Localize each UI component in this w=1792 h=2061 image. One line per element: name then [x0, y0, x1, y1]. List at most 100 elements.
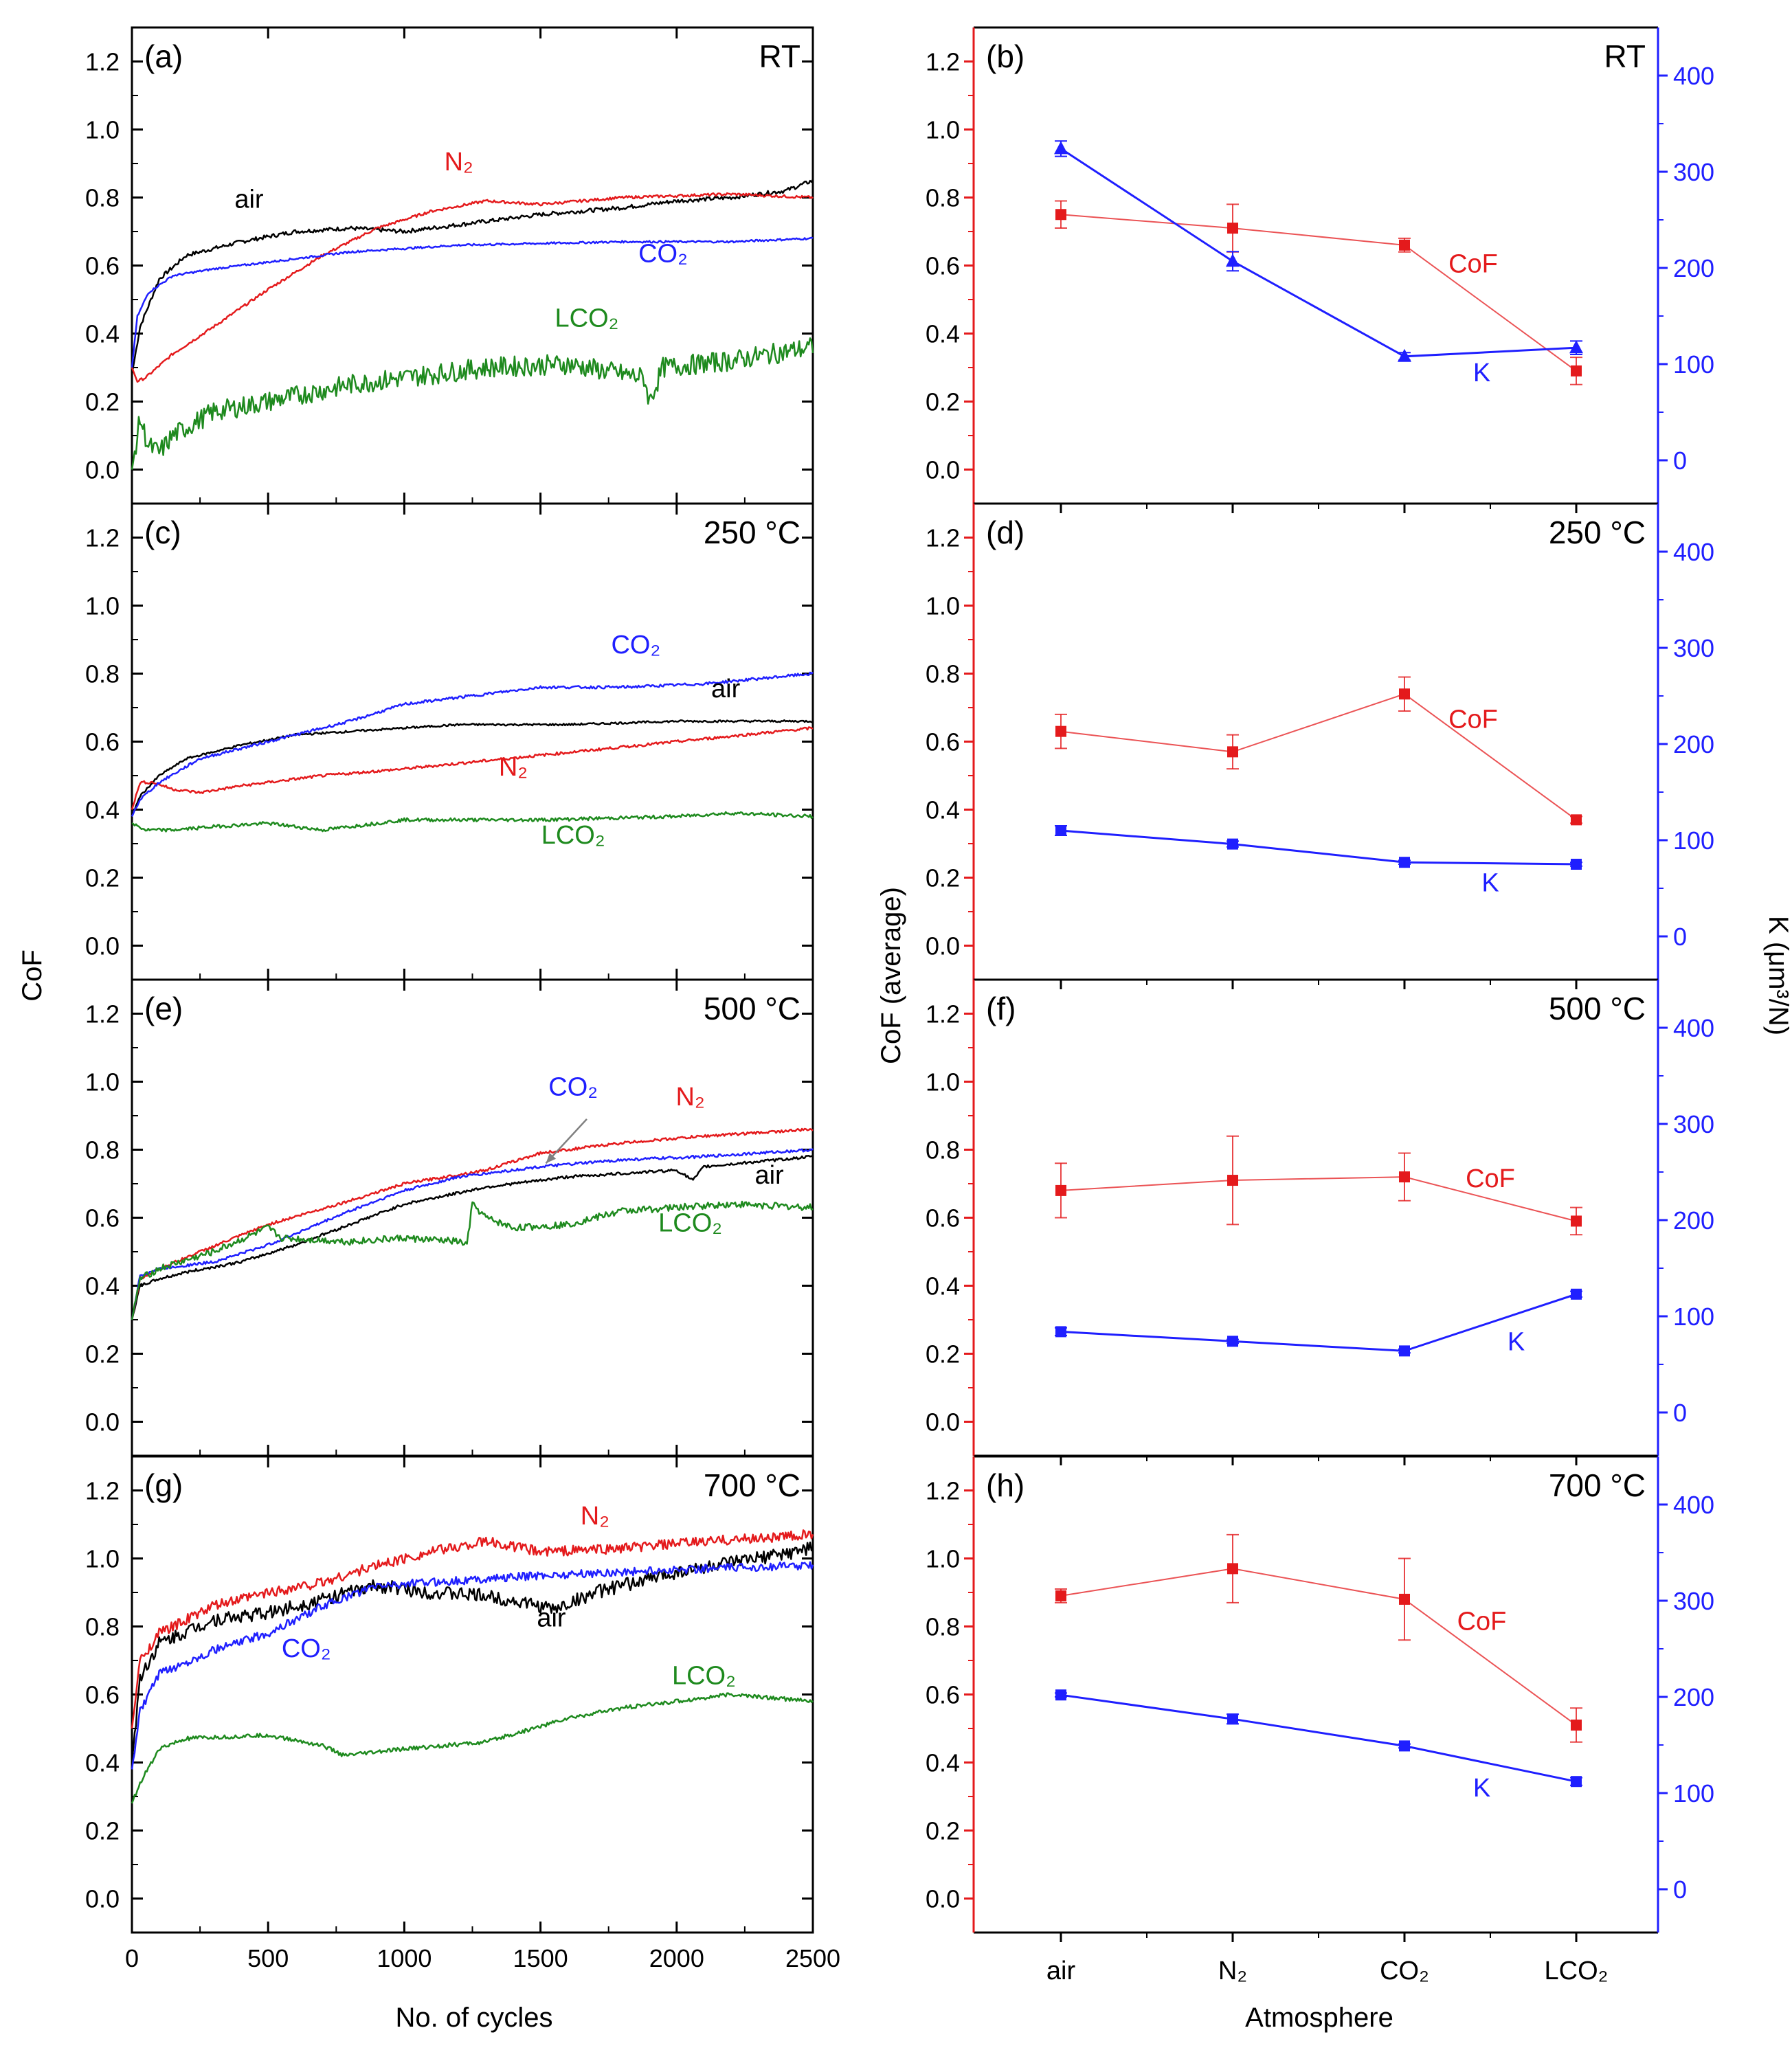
y-tick-label: 0.2 — [85, 388, 120, 416]
cof-line — [1060, 214, 1577, 372]
k-marker — [1055, 825, 1066, 836]
panel-condition: 700 °C — [1549, 1467, 1646, 1503]
y-tick-label: 0.2 — [926, 1817, 960, 1845]
k-line — [1060, 829, 1577, 866]
y2-tick-label: 100 — [1673, 1303, 1714, 1331]
k-line — [1060, 1293, 1577, 1352]
y-tick-label: 1.0 — [85, 1068, 120, 1096]
y2-tick-label: 300 — [1673, 158, 1714, 186]
cycles-chart-2: 0.0 0.2 0.4 0.6 0.8 1.0 1.2 CO₂ N₂ air LCO₂ (e) 500 … — [85, 978, 814, 1457]
series-label-LCO2: LCO₂ — [672, 1662, 736, 1691]
k-line — [1060, 1693, 1577, 1783]
cof-marker — [1571, 365, 1582, 376]
y-tick-label: 0.0 — [85, 1885, 120, 1913]
cof-marker — [1571, 1720, 1582, 1731]
y-tick-label: 0.0 — [85, 456, 120, 484]
cof-line — [1060, 1568, 1577, 1726]
series-line-CO2 — [131, 236, 814, 368]
x-tick-label: 2500 — [785, 1944, 840, 1972]
y2-tick-label: 400 — [1673, 538, 1714, 566]
y2-tick-label: 100 — [1673, 350, 1714, 379]
panels: 0.0 0.2 0.4 0.6 0.8 1.0 1.2 air N₂ CO₂ LCO₂ (a) RT 0.… — [85, 26, 1714, 1985]
atmosphere-chart-0: 0.0 0.2 0.4 0.6 0.8 1.0 1.2 0 100 200 300 400 CoF K (b… — [926, 26, 1714, 513]
atmosphere-chart-3: 0.0 0.2 0.4 0.6 0.8 1.0 1.2 0 100 200 300 400 air N₂ C… — [926, 1455, 1714, 1985]
series-label-k: K — [1508, 1328, 1525, 1357]
series-line-air — [131, 179, 814, 375]
panel-condition: 250 °C — [1549, 515, 1646, 550]
y-tick-label: 0.0 — [926, 932, 960, 960]
k-marker — [1055, 1326, 1066, 1338]
y-tick-label: 0.6 — [85, 252, 120, 280]
series-line-air — [131, 1155, 814, 1320]
panel-condition: 500 °C — [1549, 991, 1646, 1026]
cof-marker — [1055, 1590, 1066, 1601]
y-tick-label: 0.4 — [926, 320, 960, 348]
y-tick-label: 0.4 — [85, 320, 120, 348]
k-marker — [1055, 1689, 1066, 1701]
y-tick-label: 0.4 — [926, 1749, 960, 1777]
k-marker — [1054, 141, 1068, 155]
series-line-LCO2 — [131, 1200, 814, 1320]
x-tick-label: 0 — [125, 1944, 139, 1972]
y-tick-label: 0.8 — [926, 660, 960, 688]
category-label: CO₂ — [1380, 1957, 1429, 1985]
y-tick-label: 1.2 — [926, 1477, 960, 1505]
series-label-N2: N₂ — [445, 148, 473, 177]
cof-line — [1060, 693, 1577, 821]
series-label-CO2: CO₂ — [282, 1634, 331, 1663]
series-label-LCO2: LCO₂ — [555, 304, 619, 333]
left-x-axis-label: No. of cycles — [396, 2003, 553, 2033]
cof-marker — [1227, 1563, 1238, 1575]
y-tick-label: 0.6 — [85, 1681, 120, 1709]
series-label-CO2: CO₂ — [548, 1072, 598, 1101]
right-x-axis-label: Atmosphere — [1245, 2003, 1393, 2033]
cof-marker — [1055, 209, 1066, 221]
y-tick-label: 0.6 — [926, 252, 960, 280]
y2-tick-label: 300 — [1673, 634, 1714, 662]
y-tick-label: 1.0 — [85, 592, 120, 620]
k-line — [1060, 148, 1577, 358]
y-tick-label: 0.4 — [926, 1272, 960, 1300]
panel-condition: RT — [1604, 38, 1646, 74]
panel-letter: (e) — [144, 991, 183, 1026]
series-label-N2: N₂ — [581, 1502, 609, 1531]
panel-letter: (c) — [144, 515, 181, 550]
y-tick-label: 1.2 — [85, 524, 120, 552]
series-line-N2 — [131, 1127, 814, 1320]
series-label-N2: N₂ — [676, 1083, 705, 1112]
cof-marker — [1055, 725, 1066, 737]
series-line-LCO2 — [131, 337, 814, 470]
panel-letter: (g) — [144, 1467, 183, 1503]
y2-tick-label: 100 — [1673, 826, 1714, 855]
series-label-cof: CoF — [1448, 706, 1498, 734]
cycles-chart-0: 0.0 0.2 0.4 0.6 0.8 1.0 1.2 air N₂ CO₂ LCO₂ (a) RT — [85, 26, 814, 505]
series-label-LCO2: LCO₂ — [541, 821, 605, 850]
series-label-LCO2: LCO₂ — [658, 1208, 722, 1237]
y-tick-label: 0.4 — [85, 796, 120, 824]
series-label-air: air — [754, 1161, 784, 1190]
k-marker — [1227, 838, 1238, 850]
y-tick-label: 1.0 — [926, 116, 960, 144]
y-tick-label: 1.0 — [926, 592, 960, 620]
y-tick-label: 0.8 — [85, 184, 120, 212]
y-tick-label: 1.0 — [926, 1545, 960, 1573]
series-label-air: air — [234, 185, 264, 214]
panel-condition: 500 °C — [704, 991, 800, 1026]
y-tick-label: 0.0 — [926, 1408, 960, 1437]
y2-tick-label: 200 — [1673, 730, 1714, 758]
k-marker — [1571, 859, 1582, 870]
series-label-cof: CoF — [1448, 249, 1498, 278]
cof-line — [1060, 1176, 1577, 1222]
cof-marker — [1399, 1171, 1410, 1183]
panel-letter: (a) — [144, 38, 183, 74]
series-label-cof: CoF — [1466, 1164, 1515, 1193]
y2-tick-label: 400 — [1673, 62, 1714, 90]
k-marker — [1569, 340, 1583, 354]
left-y-axis-label: CoF — [17, 949, 47, 1002]
y-tick-label: 1.2 — [85, 1477, 120, 1505]
category-label: air — [1046, 1957, 1076, 1985]
series-label-CO2: CO₂ — [638, 240, 688, 269]
series-label-k: K — [1473, 359, 1490, 387]
right-y2-axis-label-k: K (μm³/N) — [1763, 916, 1792, 1035]
